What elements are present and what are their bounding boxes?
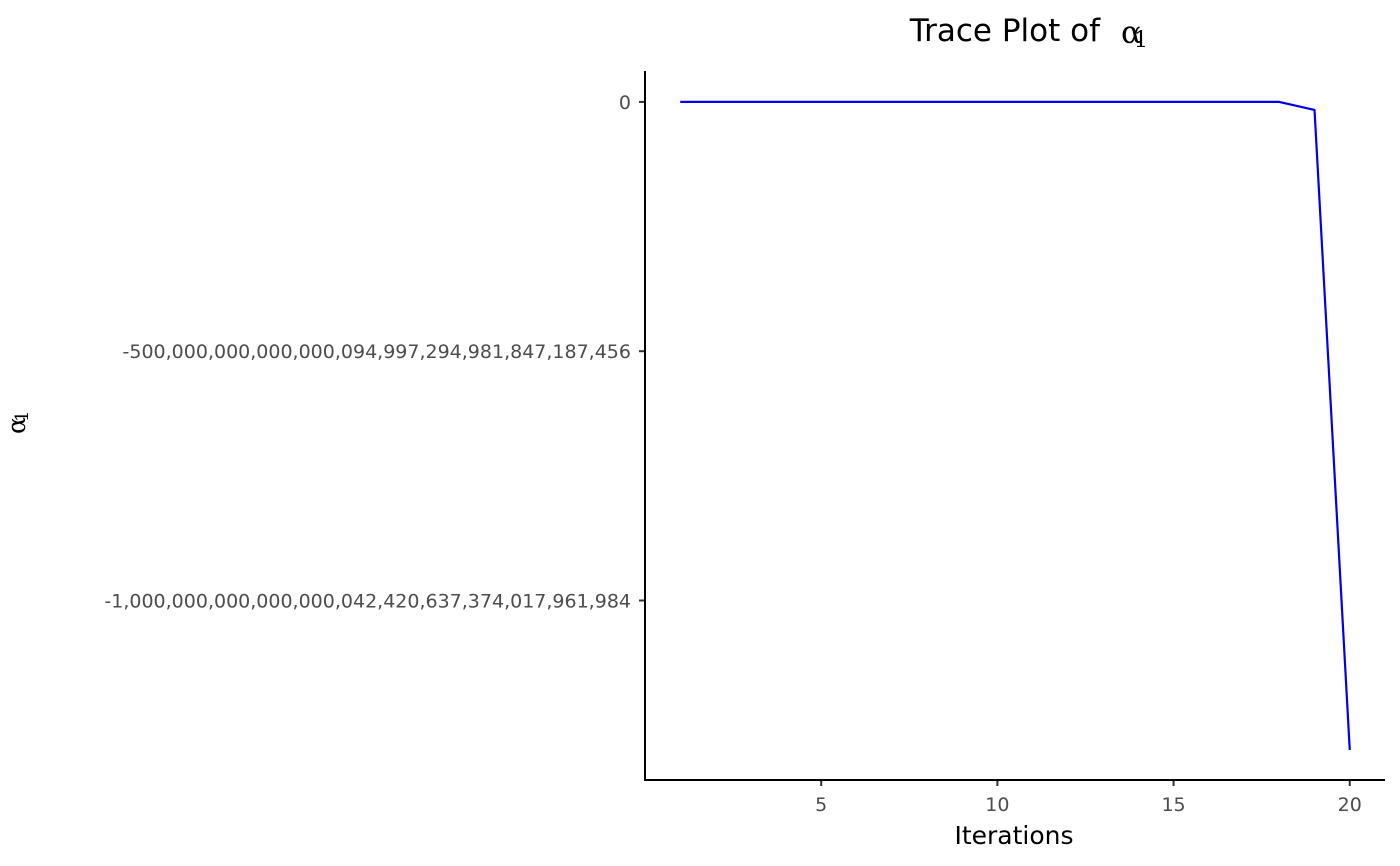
chart-title-symbol-sub: 1 [1134,28,1148,53]
y-tick-label: -500,000,000,000,000,094,997,294,981,847… [123,341,631,363]
y-axis-title: α 1 [2,411,33,434]
chart-title-text: Trace Plot of [909,13,1101,49]
x-tick-label: 20 [1338,794,1362,816]
y-tick-label: -1,000,000,000,000,000,042,420,637,374,0… [104,591,631,613]
series-layer [680,100,1351,751]
y-axis-ticks: 0 -500,000,000,000,000,094,997,294,981,84… [104,92,645,613]
y-tick-label: 0 [619,92,631,114]
x-tick-label: 5 [815,794,827,816]
chart-title: Trace Plot of α 1 [909,13,1148,53]
y-axis-title-symbol-sub: 1 [12,411,33,422]
chart-title-symbol: α [1121,15,1142,51]
x-tick-label: 15 [1161,794,1185,816]
x-axis-ticks: 5 10 15 20 [815,780,1362,816]
x-axis-title: Iterations [954,821,1073,850]
x-tick-label: 10 [985,794,1009,816]
series-line [680,100,1351,751]
y-axis-title-symbol: α [2,417,31,434]
